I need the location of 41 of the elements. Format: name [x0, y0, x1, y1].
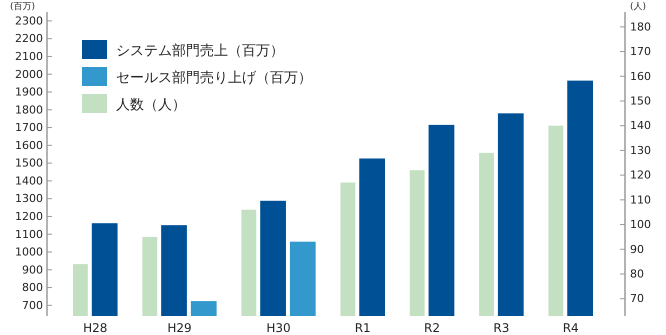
legend-label: セールス部門売り上げ（百万） [116, 70, 312, 86]
y-tick-label: 800 [22, 281, 43, 294]
y2-tick-label: 110 [630, 193, 651, 206]
y2-tick-label: 150 [630, 94, 651, 108]
y-tick-label: 1400 [15, 174, 43, 188]
y2-tick-label: 160 [630, 70, 651, 83]
x-tick-label: R4 [562, 321, 579, 335]
y-tick-label: 2300 [15, 14, 43, 28]
y-tick-label: 700 [22, 298, 43, 312]
y-tick-label: 2200 [15, 32, 43, 46]
y-tick-label: 1500 [15, 156, 43, 170]
y-tick-label: 1000 [15, 246, 43, 259]
y2-tick-label: 180 [630, 20, 651, 34]
y2-tick-label: 120 [630, 168, 651, 182]
y-tick-label: 1600 [15, 138, 43, 152]
y-tick-label: 2100 [15, 50, 43, 63]
legend-label: 人数（人） [116, 97, 186, 113]
y2-tick-label: 90 [630, 242, 644, 256]
y2-tick-label: 70 [630, 292, 644, 306]
y-tick-label: 900 [22, 263, 43, 276]
y-tick-label: 1800 [15, 103, 43, 116]
x-tick-label: H28 [83, 321, 108, 335]
x-tick-label: R1 [354, 321, 371, 335]
y-tick-label: 1700 [15, 121, 43, 134]
y-tick-label: 1300 [15, 192, 43, 206]
x-tick-label: H29 [167, 321, 192, 335]
y2-tick-label: 100 [630, 218, 651, 232]
y2-tick-label: 130 [630, 144, 651, 157]
y-tick-label: 1900 [15, 86, 43, 99]
x-tick-label: H30 [266, 321, 291, 335]
y-tick-label: 2000 [15, 68, 43, 81]
y2-tick-label: 80 [630, 268, 644, 281]
x-tick-label: R3 [493, 321, 510, 335]
y2-tick-label: 140 [630, 119, 651, 132]
legend-label: システム部門売上（百万） [116, 43, 284, 59]
y-tick-label: 1100 [15, 228, 43, 241]
y-axis-title: (百万) [10, 2, 36, 12]
y-tick-label: 1200 [15, 210, 43, 223]
y2-tick-label: 170 [630, 45, 651, 58]
x-tick-label: R2 [424, 321, 440, 335]
y2-axis-title: (人) [630, 1, 646, 12]
